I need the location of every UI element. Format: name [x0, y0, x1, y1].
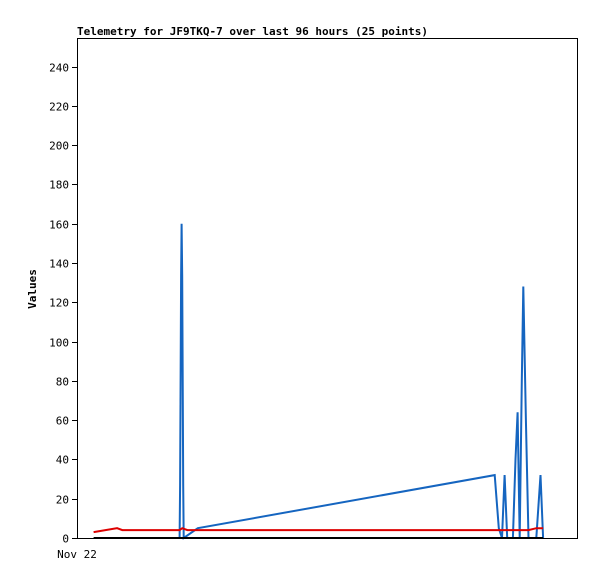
series-layer [93, 223, 545, 540]
y-tick-label: 100 [49, 337, 69, 350]
series-line-1 [178, 223, 545, 540]
y-tick-label: 60 [56, 415, 69, 428]
y-tick-label: 120 [49, 297, 69, 310]
y-tick-label: 240 [49, 62, 69, 75]
y-tick-label: 40 [56, 454, 69, 467]
y-tick-label: 140 [49, 258, 69, 271]
y-tick-label: 220 [49, 101, 69, 114]
y-axis-title: Values [26, 269, 39, 309]
series-line-2 [93, 527, 544, 534]
x-axis-ticks: Nov 22 [57, 548, 97, 561]
chart-title: Telemetry for JF9TKQ-7 over last 96 hour… [77, 25, 428, 38]
y-tick-label: 0 [62, 533, 69, 546]
y-tick-label: 20 [56, 494, 69, 507]
y-axis-ticks: 0 20 40 60 80 100 120 140 160 180 200 220 240 [49, 62, 78, 546]
y-tick-label: 200 [49, 140, 69, 153]
y-tick-label: 160 [49, 219, 69, 232]
y-tick-label: 80 [56, 376, 69, 389]
x-tick-label: Nov 22 [57, 548, 97, 561]
y-tick-label: 180 [49, 179, 69, 192]
